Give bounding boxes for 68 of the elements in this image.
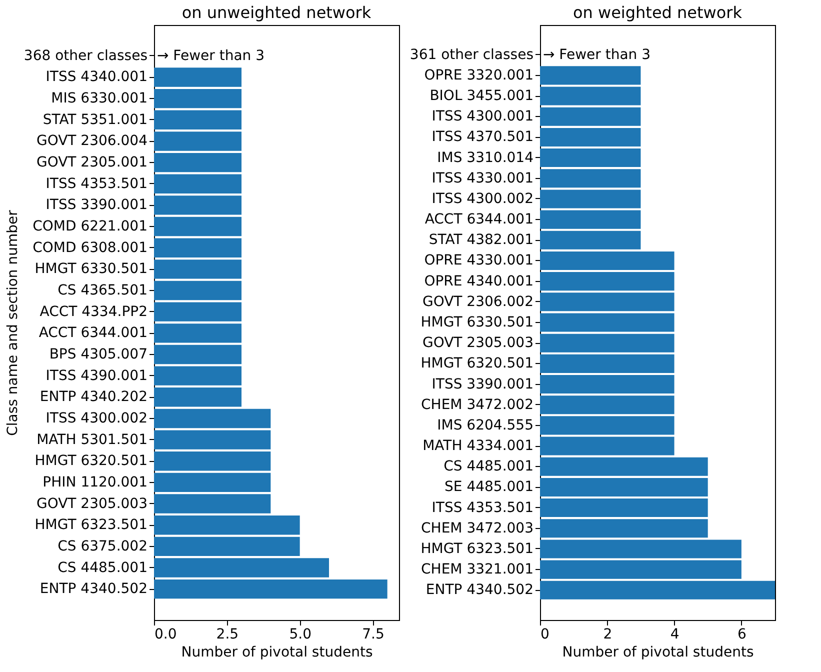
chart-title: on unweighted network (182, 3, 372, 22)
annotation: → Fewer than 3 (157, 48, 265, 64)
y-tick-label: SE 4485.001 (444, 479, 534, 496)
y-tick-label: MATH 4334.001 (422, 438, 534, 454)
x-axis-title: Number of pivotal students (181, 644, 373, 660)
y-tick-label: ACCT 4334.PP2 (40, 304, 148, 320)
y-tick-label: HMGT 6330.501 (34, 261, 148, 278)
y-tick-label: 368 other classes (24, 48, 148, 64)
y-tick-label: OPRE 4340.001 (424, 273, 534, 290)
x-axis-title: Number of pivotal students (562, 644, 754, 660)
x-tick-label: 2.5 (216, 626, 239, 642)
y-tick-label: COMD 6221.001 (32, 218, 148, 235)
y-tick-label: GOVT 2305.003 (36, 496, 148, 512)
y-tick-label: HMGT 6320.501 (34, 453, 148, 470)
y-tick-label: ITSS 4353.501 (432, 500, 534, 516)
x-tick-label: 2 (603, 626, 612, 642)
y-tick-label: GOVT 2305.003 (422, 335, 534, 352)
y-tick-label: ITSS 3390.001 (46, 197, 148, 214)
y-tick-label: ITSS 4370.501 (432, 129, 534, 146)
y-tick-label: GOVT 2306.004 (36, 133, 148, 150)
y-tick-label: BIOL 3455.001 (430, 88, 534, 104)
y-tick-label: ITSS 4390.001 (46, 368, 148, 384)
chart-title: on weighted network (572, 3, 743, 22)
y-tick-label: GOVT 2305.001 (36, 154, 148, 171)
y-tick-label: HMGT 6323.501 (420, 540, 534, 557)
y-tick-label: CS 4485.001 (58, 560, 148, 576)
y-tick-label: ITSS 4340.001 (46, 69, 148, 86)
annotation: → Fewer than 3 (543, 46, 651, 63)
y-tick-label: HMGT 6330.501 (420, 314, 534, 330)
x-tick-label: 4 (670, 626, 680, 642)
y-tick-label: ITSS 4300.002 (46, 410, 148, 426)
y-tick-label: MIS 6330.001 (51, 90, 148, 107)
y-tick-label: ITSS 4300.001 (432, 108, 534, 125)
y-tick-label: BPS 4305.007 (49, 346, 148, 362)
y-tick-label: STAT 4382.001 (428, 232, 534, 248)
x-tick-label: 0 (540, 626, 550, 642)
y-tick-label: CS 4365.501 (58, 282, 148, 299)
y-tick-label: OPRE 4330.001 (424, 252, 534, 269)
y-tick-label: HMGT 6323.501 (34, 517, 148, 534)
y-tick-label: IMS 3310.014 (437, 150, 534, 166)
y-tick-label: MATH 5301.501 (36, 432, 148, 448)
x-tick-label: 6 (737, 626, 746, 642)
y-tick-label: HMGT 6320.501 (420, 356, 534, 372)
y-tick-label: CS 4485.001 (444, 458, 534, 475)
y-tick-label: CS 6375.002 (58, 538, 148, 554)
y-tick-label: ITSS 3390.001 (432, 376, 534, 392)
y-tick-label: ENTP 4340.202 (40, 389, 148, 406)
y-tick-label: 361 other classes (410, 46, 534, 63)
y-tick-label: ENTP 4340.502 (40, 581, 148, 598)
y-tick-label: PHIN 1120.001 (42, 474, 148, 490)
y-tick-label: STAT 5351.001 (42, 112, 148, 128)
y-tick-label: IMS 6204.555 (437, 417, 534, 434)
y-tick-label: ITSS 4330.001 (432, 170, 534, 186)
y-tick-label: GOVT 2306.002 (422, 294, 534, 310)
y-tick-label: CHEM 3472.002 (421, 396, 534, 413)
y-tick-label: ACCT 6344.001 (424, 212, 534, 228)
x-tick-label: 0.0 (154, 626, 177, 642)
y-axis-title: Class name and section number (4, 210, 21, 436)
y-tick-label: ACCT 6344.001 (38, 325, 148, 342)
y-tick-label: ENTP 4340.502 (426, 582, 534, 598)
y-tick-label: ITSS 4353.501 (46, 176, 148, 192)
x-tick-label: 7.5 (362, 626, 384, 642)
x-tick-label: 5.0 (289, 626, 312, 642)
y-tick-label: CHEM 3472.003 (421, 520, 534, 536)
y-tick-label: CHEM 3321.001 (421, 562, 534, 578)
y-tick-label: ITSS 4300.002 (432, 190, 534, 207)
y-tick-label: OPRE 3320.001 (424, 67, 534, 84)
y-tick-label: COMD 6308.001 (32, 240, 148, 256)
